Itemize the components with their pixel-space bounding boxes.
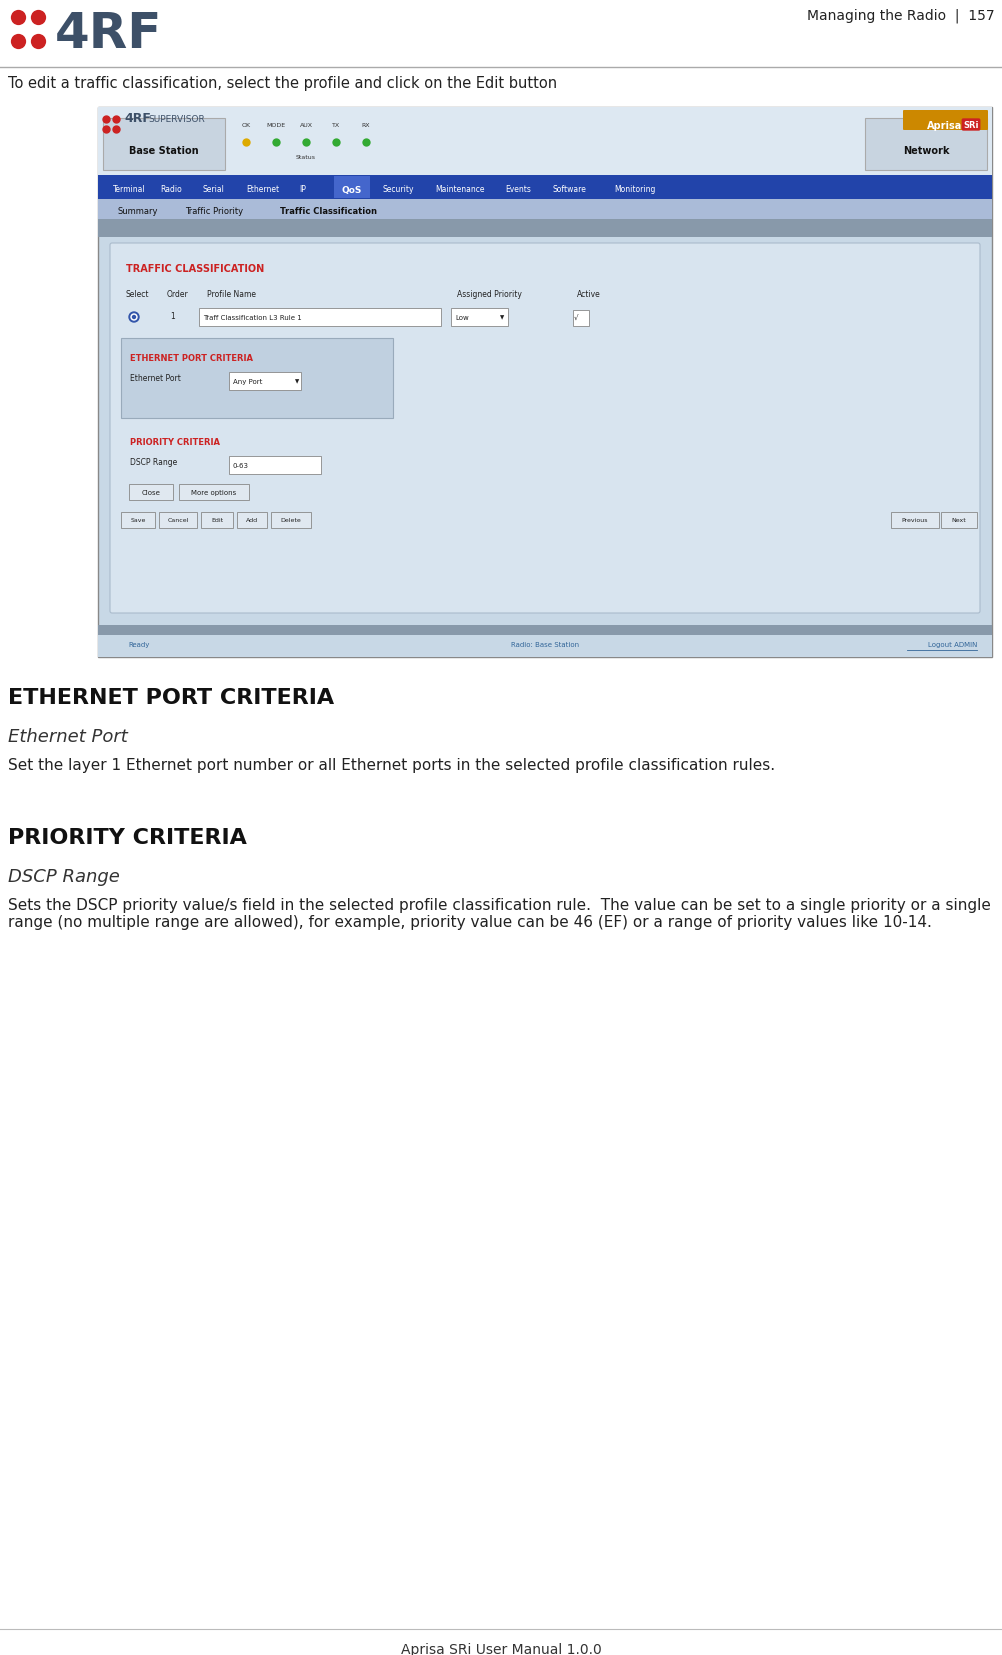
FancyBboxPatch shape [572, 311, 588, 326]
Text: 1: 1 [169, 311, 174, 321]
Text: Set the layer 1 Ethernet port number or all Ethernet ports in the selected profi: Set the layer 1 Ethernet port number or … [8, 758, 775, 773]
FancyBboxPatch shape [98, 200, 991, 220]
Text: Terminal: Terminal [113, 185, 145, 194]
Text: Order: Order [167, 290, 188, 300]
Text: Cancel: Cancel [167, 518, 188, 523]
Text: DSCP Range: DSCP Range [8, 867, 120, 885]
Text: DSCP Range: DSCP Range [130, 458, 177, 467]
Text: Events: Events [504, 185, 530, 194]
Text: Maintenance: Maintenance [435, 185, 484, 194]
Text: Ethernet Port: Ethernet Port [130, 374, 180, 382]
Text: TRAFFIC CLASSIFICATION: TRAFFIC CLASSIFICATION [126, 263, 264, 273]
FancyBboxPatch shape [98, 636, 991, 657]
Text: ▼: ▼ [500, 316, 504, 321]
Text: Delete: Delete [281, 518, 301, 523]
Text: Managing the Radio  |  157: Managing the Radio | 157 [807, 8, 994, 23]
FancyBboxPatch shape [98, 108, 991, 175]
Text: 0-63: 0-63 [232, 463, 248, 468]
Text: ▼: ▼ [295, 379, 299, 384]
FancyBboxPatch shape [129, 485, 172, 501]
Text: Traff Classification L3 Rule 1: Traff Classification L3 Rule 1 [202, 314, 302, 321]
Text: TX: TX [332, 122, 340, 127]
Text: Radio: Radio [160, 185, 181, 194]
Text: PRIORITY CRITERIA: PRIORITY CRITERIA [130, 437, 219, 447]
Text: Any Port: Any Port [232, 379, 263, 384]
Text: Assigned Priority: Assigned Priority [457, 290, 521, 300]
FancyBboxPatch shape [121, 513, 155, 528]
Text: 4RF: 4RF [55, 10, 162, 58]
Text: Serial: Serial [202, 185, 224, 194]
FancyBboxPatch shape [228, 372, 301, 391]
Text: Radio: Base Station: Radio: Base Station [510, 642, 578, 647]
FancyBboxPatch shape [940, 513, 976, 528]
FancyBboxPatch shape [198, 309, 441, 326]
Text: ETHERNET PORT CRITERIA: ETHERNET PORT CRITERIA [8, 687, 334, 708]
FancyBboxPatch shape [902, 111, 987, 131]
FancyBboxPatch shape [864, 119, 986, 170]
FancyBboxPatch shape [890, 513, 938, 528]
Text: Software: Software [552, 185, 586, 194]
FancyBboxPatch shape [236, 513, 267, 528]
Text: SUPERVISOR: SUPERVISOR [148, 114, 204, 124]
FancyBboxPatch shape [98, 220, 991, 238]
FancyBboxPatch shape [103, 119, 224, 170]
Text: Add: Add [245, 518, 258, 523]
Text: Aprisa: Aprisa [927, 121, 962, 131]
Text: Base Station: Base Station [129, 146, 198, 156]
Text: Security: Security [383, 185, 414, 194]
Text: RX: RX [362, 122, 370, 127]
Text: To edit a traffic classification, select the profile and click on the Edit butto: To edit a traffic classification, select… [8, 76, 556, 91]
Text: Logout ADMIN: Logout ADMIN [927, 642, 976, 647]
Text: QoS: QoS [342, 185, 362, 194]
Text: Monitoring: Monitoring [613, 185, 654, 194]
FancyBboxPatch shape [178, 485, 248, 501]
Text: ETHERNET PORT CRITERIA: ETHERNET PORT CRITERIA [130, 354, 253, 362]
FancyBboxPatch shape [159, 513, 196, 528]
FancyBboxPatch shape [110, 243, 979, 614]
FancyBboxPatch shape [98, 626, 991, 642]
Text: SRi: SRi [962, 121, 978, 131]
FancyBboxPatch shape [98, 108, 991, 657]
FancyBboxPatch shape [121, 339, 393, 419]
Text: AUX: AUX [300, 122, 313, 127]
FancyBboxPatch shape [200, 513, 232, 528]
Text: Profile Name: Profile Name [206, 290, 256, 300]
Text: Next: Next [951, 518, 965, 523]
Text: Low: Low [455, 314, 468, 321]
Text: Edit: Edit [210, 518, 222, 523]
Text: Summary: Summary [118, 207, 158, 217]
FancyBboxPatch shape [271, 513, 311, 528]
Text: Ethernet Port: Ethernet Port [8, 728, 127, 745]
Circle shape [132, 316, 135, 319]
Circle shape [129, 313, 139, 323]
Text: √: √ [573, 316, 578, 321]
Text: Network: Network [902, 146, 948, 156]
Circle shape [131, 314, 137, 321]
Text: Ready: Ready [128, 642, 149, 647]
Text: Traffic Priority: Traffic Priority [184, 207, 242, 217]
Text: OK: OK [241, 122, 250, 127]
Text: MODE: MODE [267, 122, 286, 127]
Text: Status: Status [296, 156, 316, 161]
Text: More options: More options [191, 490, 236, 496]
Text: Active: Active [576, 290, 600, 300]
FancyBboxPatch shape [98, 175, 991, 200]
Text: Ethernet: Ethernet [245, 185, 279, 194]
FancyBboxPatch shape [334, 177, 370, 199]
Text: IP: IP [299, 185, 306, 194]
Text: Save: Save [130, 518, 145, 523]
Text: Close: Close [141, 490, 160, 496]
Text: PRIORITY CRITERIA: PRIORITY CRITERIA [8, 828, 246, 847]
FancyBboxPatch shape [228, 457, 321, 475]
Text: Traffic Classification: Traffic Classification [280, 207, 377, 217]
FancyBboxPatch shape [451, 309, 507, 326]
Text: Select: Select [126, 290, 149, 300]
Text: Aprisa SRi User Manual 1.0.0: Aprisa SRi User Manual 1.0.0 [400, 1642, 601, 1655]
Text: Previous: Previous [901, 518, 927, 523]
Text: Sets the DSCP priority value/s field in the selected profile classification rule: Sets the DSCP priority value/s field in … [8, 897, 990, 930]
Text: 4RF: 4RF [124, 113, 150, 124]
